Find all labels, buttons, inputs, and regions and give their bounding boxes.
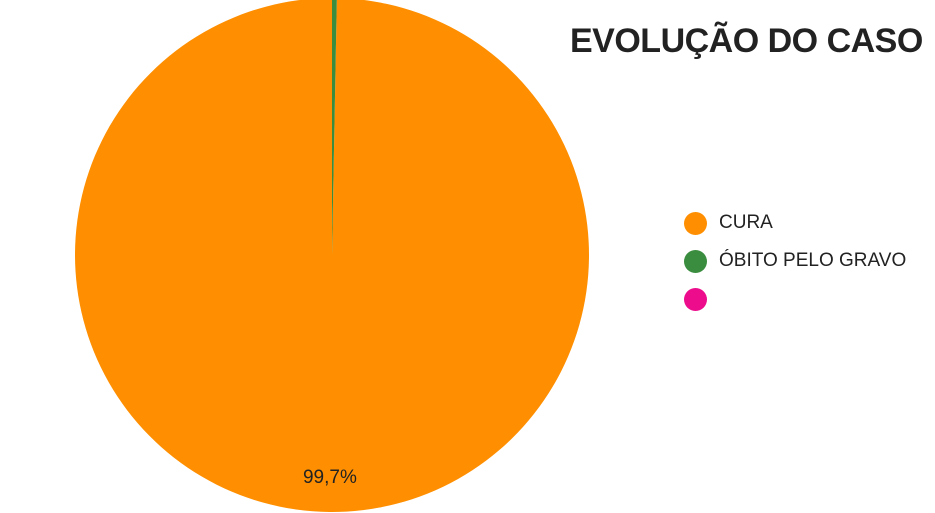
pie-slice-0[interactable]: [75, 0, 589, 512]
legend-swatch-icon: [684, 287, 707, 311]
legend-item-obito[interactable]: ÓBITO PELO GRAVO: [684, 242, 906, 280]
data-label-0: 99,7%: [303, 467, 357, 488]
legend-label: ÓBITO PELO GRAVO: [719, 250, 907, 271]
legend-swatch-icon: [684, 211, 707, 235]
legend: CURA ÓBITO PELO GRAVO: [684, 204, 906, 318]
pie-slice-1[interactable]: [332, 0, 337, 255]
legend-label: CURA: [719, 212, 773, 233]
legend-item-unlabeled[interactable]: [684, 280, 906, 318]
chart-title: EVOLUÇÃO DO CASO: [570, 22, 923, 60]
legend-swatch-icon: [684, 249, 707, 273]
legend-item-cura[interactable]: CURA: [684, 204, 906, 242]
